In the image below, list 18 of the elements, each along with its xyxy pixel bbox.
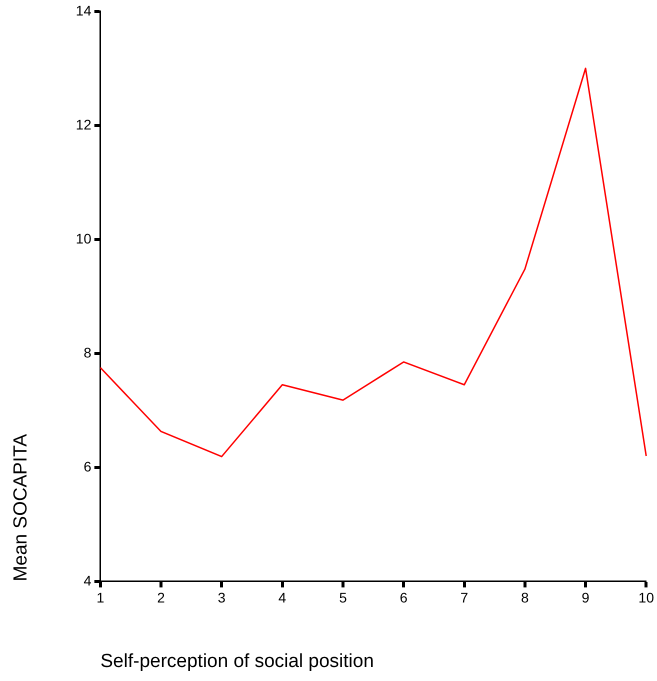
y-tick-label: 10 — [76, 230, 92, 246]
x-tick-label: 4 — [278, 590, 286, 606]
y-tick-label: 8 — [84, 344, 92, 360]
x-tick-label: 9 — [582, 590, 590, 606]
y-tick-label: 12 — [76, 116, 92, 132]
x-tick-label: 5 — [339, 590, 348, 606]
x-tick-label: 8 — [521, 590, 530, 606]
x-tick-label: 2 — [157, 590, 166, 606]
y-tick-label: 4 — [84, 572, 92, 588]
x-tick-label: 10 — [638, 590, 654, 606]
x-tick-label: 1 — [96, 590, 104, 606]
y-tick-label: 6 — [84, 458, 92, 474]
x-tick-label: 7 — [460, 590, 468, 606]
y-axis-title: Mean SOCAPITA — [10, 434, 32, 582]
x-tick-label: 6 — [400, 590, 408, 606]
x-axis-title: Self-perception of social position — [100, 650, 374, 672]
y-tick-label: 14 — [76, 2, 92, 18]
x-tick-label: 3 — [218, 590, 226, 606]
